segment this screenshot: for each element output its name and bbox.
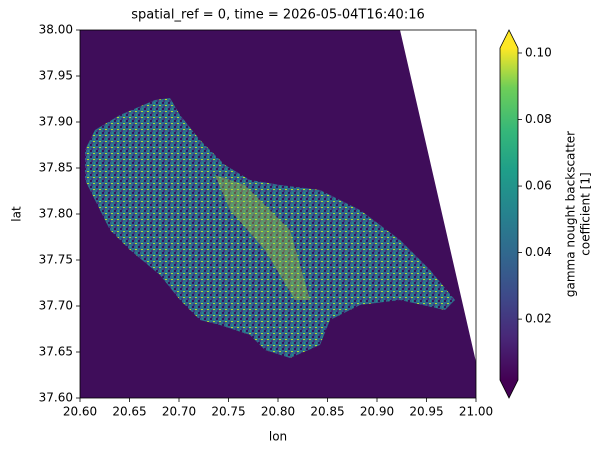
y-tick-label: 37.70	[39, 299, 73, 313]
y-tick-label: 37.85	[39, 161, 73, 175]
land-area	[85, 98, 455, 358]
y-tick-label: 37.75	[39, 253, 73, 267]
x-tick-label: 20.75	[211, 405, 245, 419]
y-tick-label: 37.80	[39, 207, 73, 221]
y-tick-label: 37.65	[39, 345, 73, 359]
colorbar	[500, 48, 518, 380]
chart-title: spatial_ref = 0, time = 2026-05-04T16:40…	[131, 8, 425, 23]
colorbar-tick-label: 0.02	[525, 312, 552, 326]
x-tick-label: 20.70	[162, 405, 196, 419]
colorbar-frame	[499, 29, 519, 399]
colorbar-tick-label: 0.06	[525, 179, 552, 193]
colorbar-extend-bottom	[500, 380, 518, 398]
colorbar-extend-top	[500, 30, 518, 48]
x-tick-label: 20.80	[261, 405, 295, 419]
y-tick-label: 38.00	[39, 23, 73, 37]
x-tick-label: 20.85	[310, 405, 344, 419]
colorbar-tick-label: 0.10	[525, 45, 552, 59]
colorbar-label: coefficient [1]	[579, 172, 593, 255]
bright-zone	[215, 175, 310, 300]
x-tick-label: 20.60	[63, 405, 97, 419]
x-tick-label: 21.00	[459, 405, 493, 419]
colorbar-label: gamma nought backscatter	[564, 131, 578, 297]
x-tick-label: 20.95	[409, 405, 443, 419]
y-tick-label: 37.60	[39, 391, 73, 405]
colorbar-tick-label: 0.08	[525, 112, 552, 126]
y-tick-label: 37.90	[39, 115, 73, 129]
no-data-area	[400, 30, 476, 362]
raster	[80, 30, 476, 398]
y-tick-label: 37.95	[39, 69, 73, 83]
y-axis-label: lat	[10, 206, 24, 222]
x-tick-label: 20.65	[112, 405, 146, 419]
colorbar-tick-label: 0.04	[525, 245, 552, 259]
x-tick-label: 20.90	[360, 405, 394, 419]
x-axis-label: lon	[269, 430, 287, 444]
